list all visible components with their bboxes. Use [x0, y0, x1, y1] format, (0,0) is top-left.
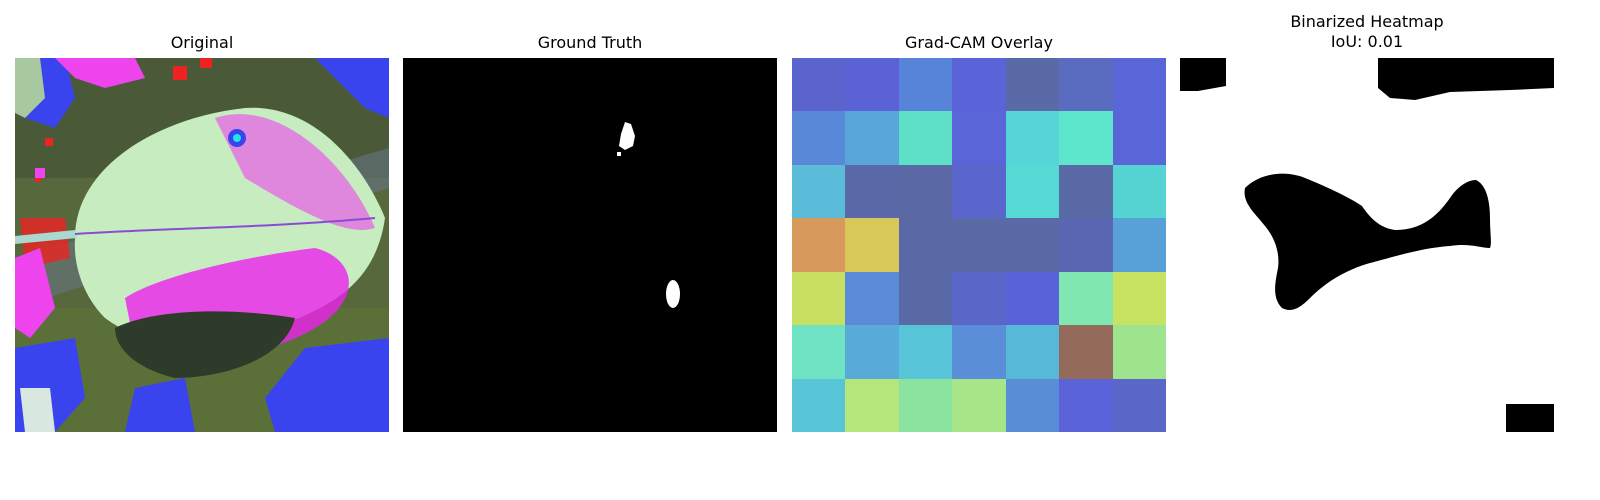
binarized-title: Binarized Heatmap IoU: 0.01 — [1290, 12, 1444, 51]
ground-truth-title: Ground Truth — [537, 33, 643, 52]
gradcam-cell — [845, 271, 899, 326]
gradcam-cell — [952, 325, 1006, 379]
gradcam-cell — [1112, 58, 1166, 112]
gradcam-cell — [792, 218, 846, 272]
binarized-panel: Binarized Heatmap IoU: 0.01 — [1180, 0, 1554, 500]
gradcam-cell — [898, 111, 953, 165]
gradcam-cell — [952, 378, 1006, 432]
gradcam-cell — [952, 58, 1006, 112]
gradcam-cell — [952, 271, 1006, 326]
gradcam-cell — [952, 164, 1006, 219]
gradcam-panel: Grad-CAM Overlay — [792, 0, 1166, 500]
gradcam-cell — [898, 271, 953, 326]
gradcam-cell — [1059, 271, 1113, 326]
gradcam-grid — [792, 58, 1166, 432]
gradcam-cell — [1059, 378, 1113, 432]
original-panel: Original — [15, 0, 389, 500]
gradcam-cell — [1005, 111, 1060, 165]
gradcam-cell — [1059, 325, 1113, 379]
gradcam-cell — [792, 325, 846, 379]
gradcam-cell — [845, 58, 899, 112]
gradcam-cell — [1059, 111, 1113, 165]
binarized-image — [1180, 58, 1554, 432]
gradcam-cell — [845, 325, 899, 379]
gradcam-cell — [845, 111, 899, 165]
gradcam-cell — [1059, 164, 1113, 219]
ground-truth-mask — [403, 58, 777, 432]
gradcam-cell — [898, 378, 953, 432]
gradcam-cell — [898, 325, 953, 379]
gradcam-cell — [1112, 164, 1166, 219]
gradcam-cell — [1059, 218, 1113, 272]
gradcam-cell — [1059, 58, 1113, 112]
gradcam-cell — [1005, 58, 1060, 112]
gradcam-cell — [952, 218, 1006, 272]
gradcam-cell — [845, 164, 899, 219]
gradcam-cell — [1005, 271, 1060, 326]
gradcam-cell — [792, 271, 846, 326]
original-title: Original — [170, 33, 234, 52]
leaf-photo — [15, 58, 389, 432]
gradcam-cell — [952, 111, 1006, 165]
gradcam-cell — [898, 164, 953, 219]
gradcam-cell — [792, 378, 846, 432]
gradcam-cell — [792, 164, 846, 219]
gradcam-cell — [792, 58, 846, 112]
gradcam-cell — [1005, 378, 1060, 432]
ground-truth-panel: Ground Truth — [403, 0, 777, 500]
gradcam-cell — [1112, 325, 1166, 379]
gradcam-title: Grad-CAM Overlay — [905, 33, 1053, 52]
gradcam-cell — [898, 58, 953, 112]
original-image — [15, 58, 389, 432]
gradcam-cell — [1112, 111, 1166, 165]
binarized-mask — [1180, 58, 1554, 432]
gradcam-cell — [1112, 378, 1166, 432]
gradcam-cell — [898, 218, 953, 272]
gradcam-cell — [845, 218, 899, 272]
gradcam-cell — [1005, 325, 1060, 379]
gradcam-cell — [845, 378, 899, 432]
gradcam-cell — [792, 111, 846, 165]
gradcam-cell — [1112, 271, 1166, 326]
ground-truth-image — [403, 58, 777, 432]
gradcam-cell — [1112, 218, 1166, 272]
gradcam-cell — [1005, 218, 1060, 272]
gradcam-cell — [1005, 164, 1060, 219]
gradcam-image — [792, 58, 1166, 432]
